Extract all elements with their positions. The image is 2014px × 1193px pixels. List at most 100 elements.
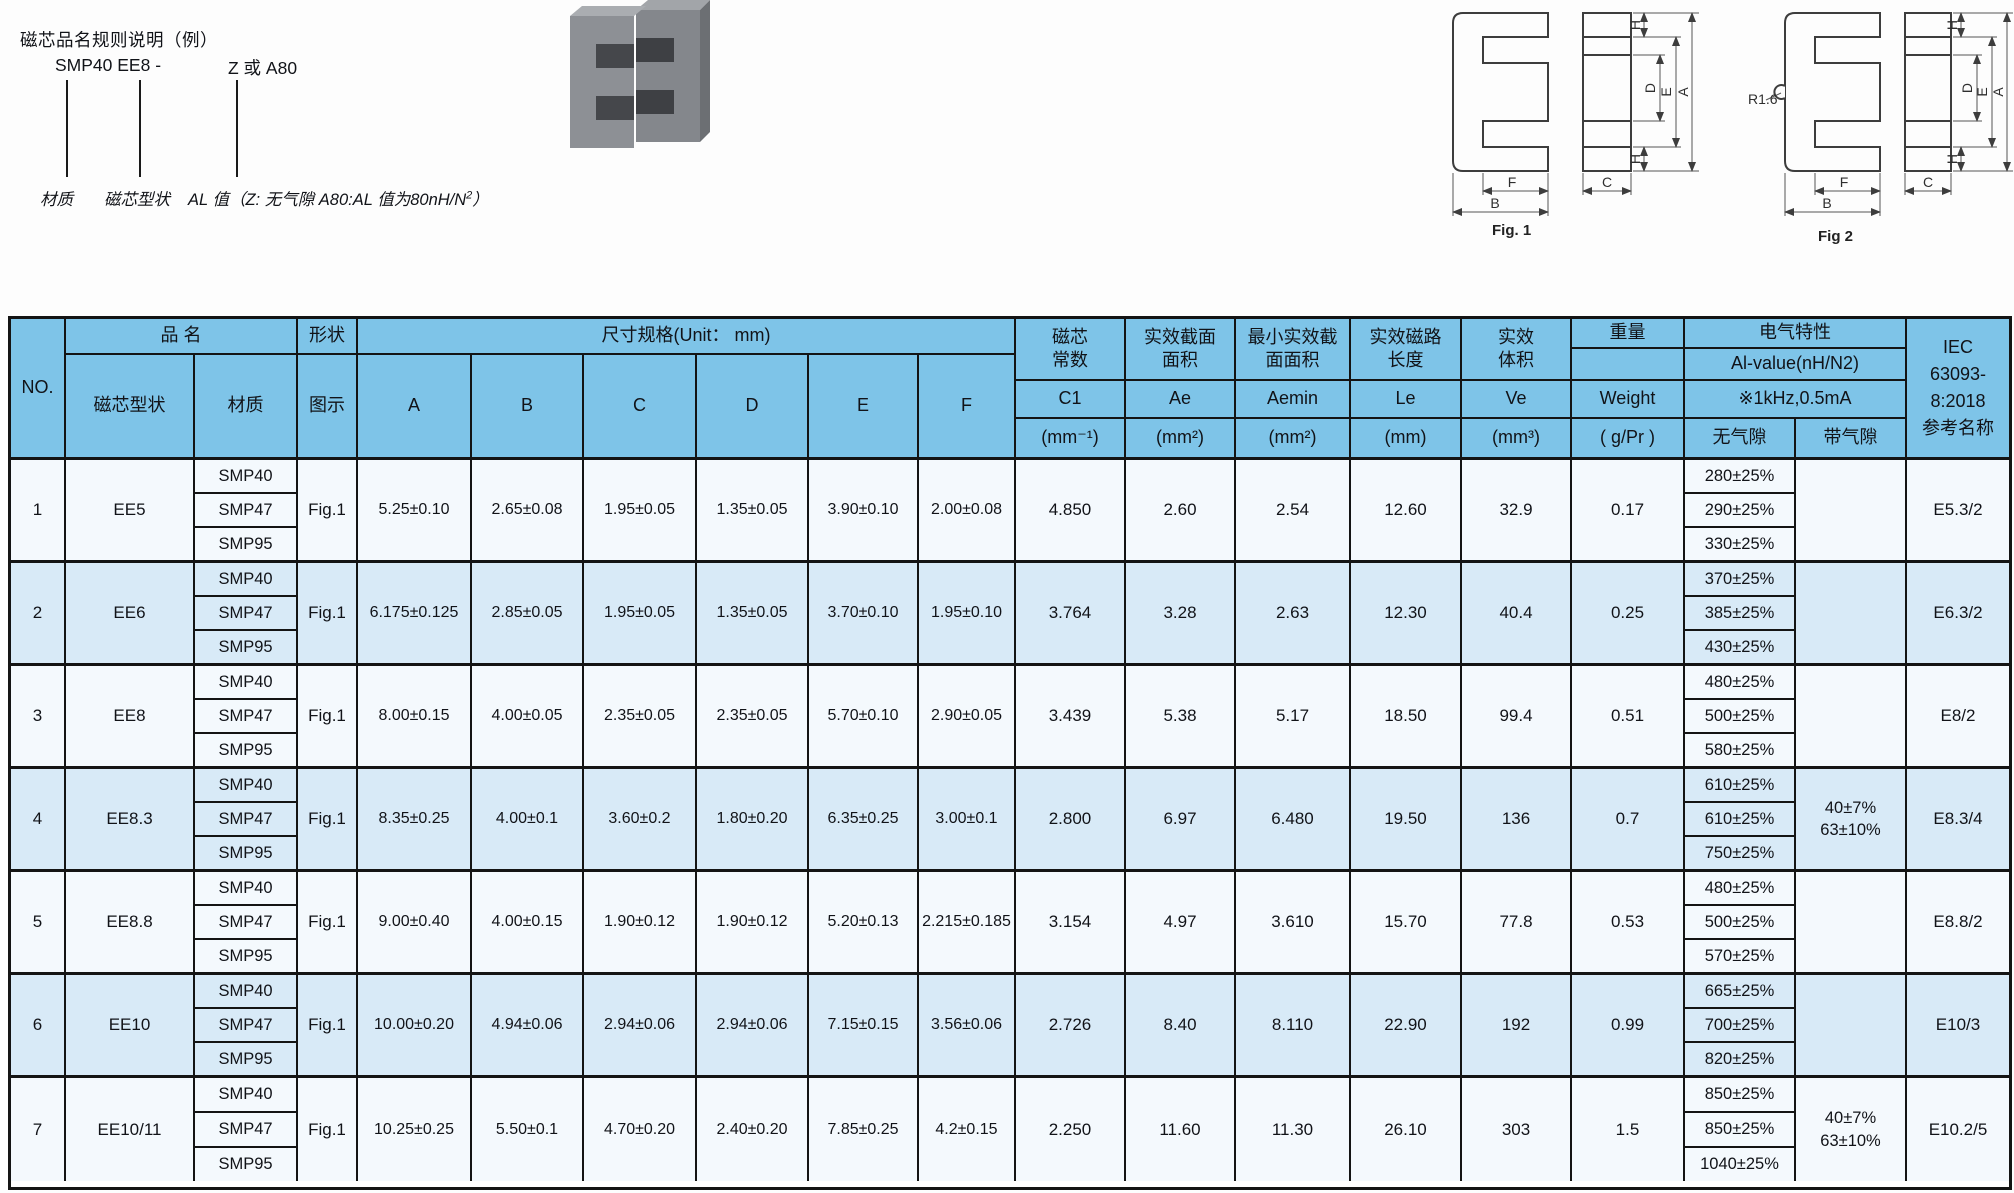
- row-materials: SMP40 SMP47 SMP95: [195, 769, 298, 869]
- al-gapped-line: 40±7%: [1824, 798, 1877, 817]
- hdr-line: 实效截面: [1144, 326, 1216, 347]
- row-dim-d: 2.94±0.06: [697, 975, 809, 1075]
- row-dim-b: 5.50±0.1: [472, 1078, 584, 1181]
- row-dim-c: 1.95±0.05: [584, 563, 697, 663]
- row-weight: 0.99: [1572, 975, 1685, 1075]
- row-effective-area: 4.97: [1126, 872, 1236, 972]
- row-figure-ref: Fig.1: [298, 563, 358, 663]
- row-materials: SMP40 SMP47 SMP95: [195, 1078, 298, 1181]
- material-item: SMP40: [218, 672, 273, 691]
- al-gapped-line: 63±10%: [1820, 821, 1881, 839]
- material-item: SMP47: [195, 801, 296, 835]
- row-no: 6: [11, 975, 66, 1075]
- table-row: 7 EE10/11 SMP40 SMP47 SMP95 Fig.1 10.25±…: [11, 1078, 2009, 1181]
- al-value-item: 850±25%: [1704, 1085, 1775, 1103]
- header-dim-c: C: [584, 355, 697, 457]
- row-dim-e: 5.20±0.13: [809, 872, 919, 972]
- material-item: SMP95: [195, 938, 296, 972]
- row-dim-a: 10.25±0.25: [358, 1078, 472, 1181]
- row-volume: 99.4: [1462, 666, 1572, 766]
- al-label-text: AL 值（Z: 无气隙 A80:AL 值为80nH/N: [188, 191, 467, 209]
- header-min-area: 最小实效截 面面积: [1236, 319, 1351, 381]
- al-value-item: 610±25%: [1685, 801, 1794, 835]
- header-le-unit: (mm): [1351, 419, 1462, 457]
- row-materials: SMP40 SMP47 SMP95: [195, 872, 298, 972]
- fig2-side-view: [1904, 12, 1952, 172]
- row-effective-area: 3.28: [1126, 563, 1236, 663]
- row-iec-name: E8.3/4: [1933, 809, 1983, 828]
- row-materials: SMP40 SMP47 SMP95: [195, 563, 298, 663]
- header-ve-unit: (mm³): [1462, 419, 1572, 457]
- header-dim-b: B: [472, 355, 584, 457]
- material-item: SMP47: [195, 1007, 296, 1041]
- row-dim-e: 6.35±0.25: [809, 769, 919, 869]
- hdr-line: IEC: [1942, 337, 1973, 357]
- row-dim-a: 9.00±0.40: [358, 872, 472, 972]
- material-item: SMP95: [195, 629, 296, 663]
- row-iec-name: E8/2: [1940, 706, 1976, 725]
- header-weight-en: Weight: [1572, 381, 1685, 419]
- row-core-shape: EE6: [66, 563, 195, 663]
- row-path-length: 18.50: [1351, 666, 1462, 766]
- material-item: SMP40: [218, 981, 273, 1000]
- row-al-gapped: 40±7% 63±10%: [1796, 1078, 1907, 1181]
- row-dim-c: 3.60±0.2: [584, 769, 697, 869]
- row-al-gapped: 40±7% 63±10%: [1796, 769, 1907, 869]
- al-value-item: 290±25%: [1685, 492, 1794, 526]
- row-path-length: 12.30: [1351, 563, 1462, 663]
- row-min-area: 11.30: [1236, 1078, 1351, 1181]
- row-dim-c: 1.95±0.05: [584, 460, 697, 560]
- row-core-constant: 3.439: [1016, 666, 1126, 766]
- ee-core-photo: [570, 0, 710, 148]
- right-core: [636, 0, 710, 142]
- figure-1-caption: Fig. 1: [1492, 222, 1532, 239]
- row-path-length: 15.70: [1351, 872, 1462, 972]
- table-row: 1 EE5 SMP40 SMP47 SMP95 Fig.1 5.25±0.10 …: [11, 460, 2009, 563]
- row-core-shape: EE8.3: [66, 769, 195, 869]
- fig2-radius-label: R1.6: [1748, 91, 1778, 107]
- header-diagram: 图示: [298, 355, 358, 457]
- hdr-line: 参考名称: [1922, 418, 1994, 438]
- row-min-area: 3.610: [1236, 872, 1351, 972]
- row-dim-b: 4.00±0.05: [472, 666, 584, 766]
- row-volume: 40.4: [1462, 563, 1572, 663]
- figure-1-drawing: F B C H D E A H: [1452, 12, 1699, 216]
- row-dim-d: 1.80±0.20: [697, 769, 809, 869]
- header-le: Le: [1351, 381, 1462, 419]
- fig1-side-view: [1582, 12, 1632, 172]
- row-effective-area: 8.40: [1126, 975, 1236, 1075]
- fig1-dim-b: B: [1490, 195, 1499, 211]
- row-core-shape: EE8: [66, 666, 195, 766]
- hdr-line: 常数: [1052, 350, 1088, 370]
- material-item: SMP47: [195, 492, 296, 526]
- row-figure-ref: Fig.1: [298, 666, 358, 766]
- row-weight: 0.17: [1572, 460, 1685, 560]
- row-core-shape: EE10/11: [66, 1078, 195, 1181]
- header-c1: C1: [1016, 381, 1126, 419]
- al-gapped-line: 40±7%: [1824, 1109, 1877, 1128]
- al-value-item: 850±25%: [1685, 1111, 1794, 1146]
- al-value-item: 610±25%: [1704, 775, 1775, 794]
- fig1-front-view: [1452, 12, 1549, 172]
- row-al-values: 480±25% 500±25% 570±25%: [1685, 872, 1796, 972]
- al-value-item: 385±25%: [1685, 595, 1794, 629]
- row-al-values: 610±25% 610±25% 750±25%: [1685, 769, 1796, 869]
- hdr-line: 磁芯: [1052, 326, 1088, 347]
- header-dim-e: E: [809, 355, 919, 457]
- fig2-dimension-lines: [1765, 12, 2013, 216]
- header-effective-area: 实效截面 面积: [1126, 319, 1236, 381]
- fig2-dim-b: B: [1822, 195, 1831, 211]
- fig2-dim-a: A: [1990, 87, 2006, 97]
- row-dim-e: 7.15±0.15: [809, 975, 919, 1075]
- row-core-constant: 3.154: [1016, 872, 1126, 972]
- material-item: SMP47: [195, 595, 296, 629]
- table-header: NO. 品 名 磁芯型状 材质 形状 图示 尺寸规格(Unit： mm) A B…: [11, 319, 2009, 460]
- material-item: SMP40: [218, 775, 273, 794]
- hdr-line: 长度: [1387, 350, 1424, 370]
- header-no: NO.: [11, 319, 66, 457]
- row-dim-a: 8.00±0.15: [358, 666, 472, 766]
- row-figure-ref: Fig.1: [298, 460, 358, 560]
- header-ae-unit: (mm²): [1126, 419, 1236, 457]
- hdr-line: 实效磁路: [1369, 326, 1442, 347]
